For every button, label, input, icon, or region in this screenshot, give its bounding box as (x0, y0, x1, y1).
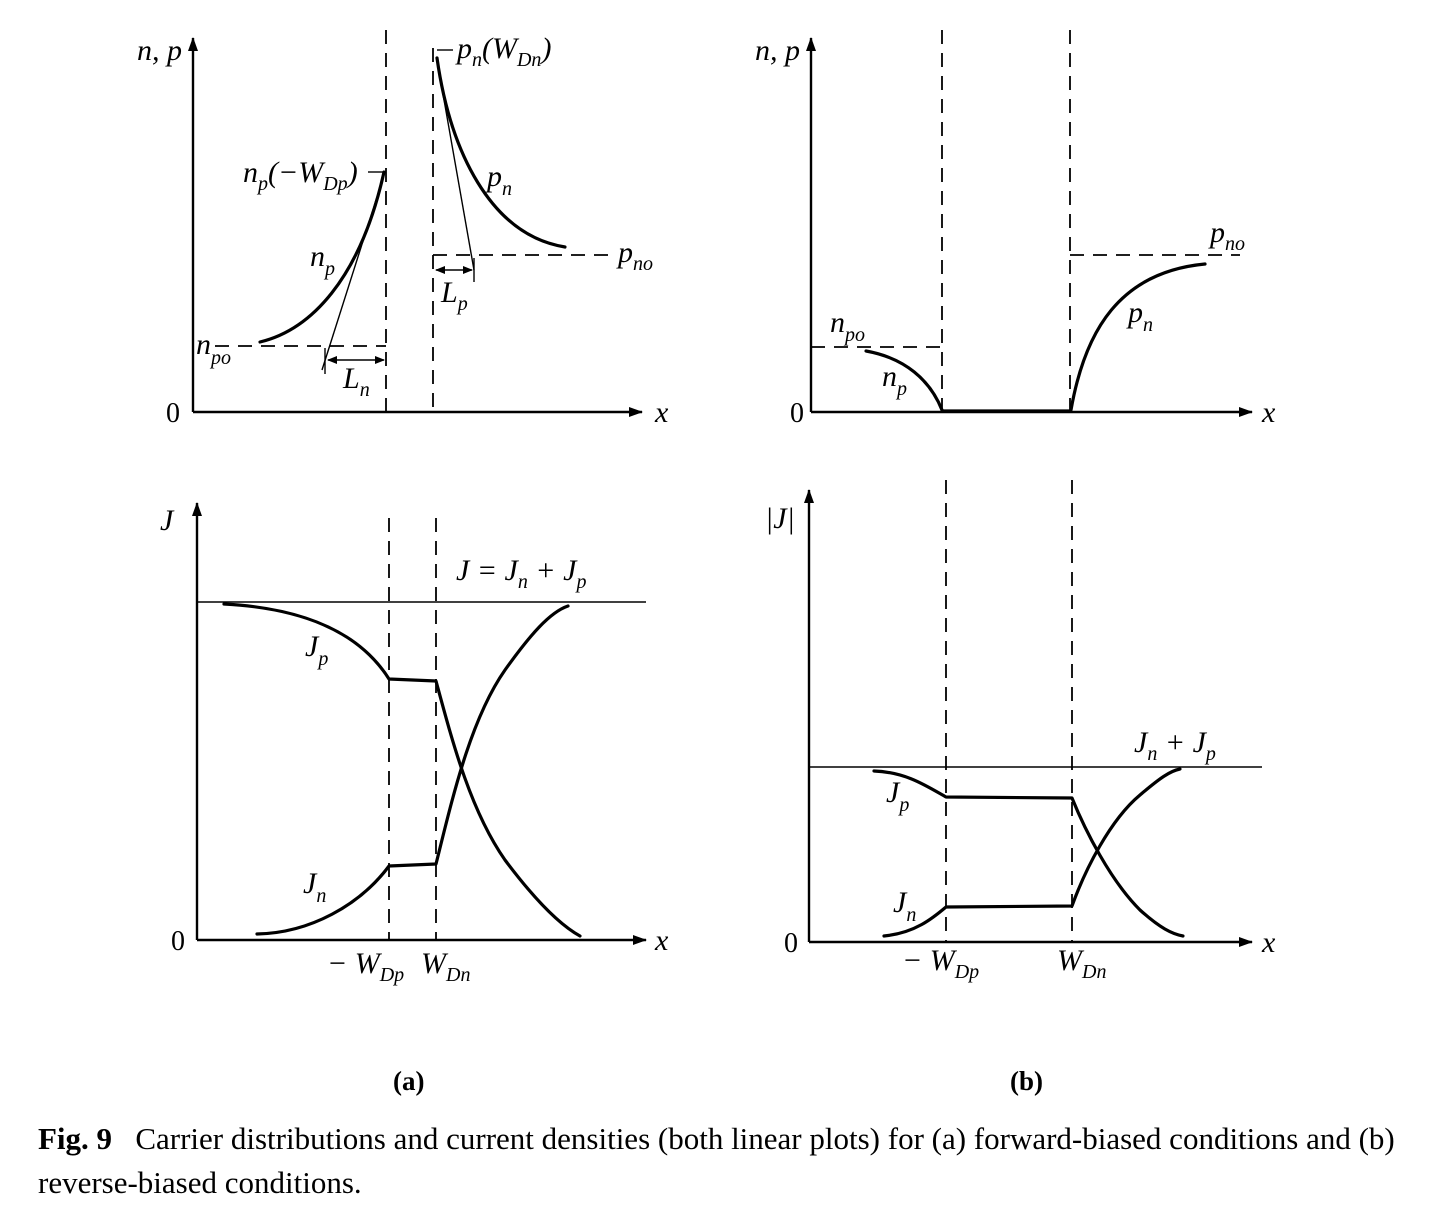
jn-curve (882, 767, 1182, 938)
origin-label: 0 (790, 398, 804, 429)
pn-tangent-line (436, 59, 475, 271)
jp-label: Jp (886, 776, 909, 816)
y-axis-label: |J| (765, 502, 795, 535)
panel-b-label: (b) (1010, 1066, 1043, 1096)
total-current-label: Jn + Jp (1134, 726, 1216, 765)
np-edge-label: np(−WDp) (243, 156, 358, 195)
y-axis-label: n, p (137, 34, 182, 67)
x-axis-label: x (654, 396, 669, 429)
np-curve (258, 170, 386, 344)
jp-curve (222, 602, 582, 938)
pno-label: pno (1208, 216, 1245, 255)
wdn-tick-label: WDn (421, 947, 470, 986)
pn-edge-label: pn(WDn) (455, 32, 551, 71)
pn-curve (1069, 262, 1207, 412)
x-axis-label: x (1261, 926, 1276, 959)
wdp-tick-label: − WDp (327, 947, 404, 986)
caption-text: Carrier distributions and current densit… (38, 1121, 1395, 1200)
x-axis-label: x (1261, 396, 1276, 429)
np-curve (864, 349, 944, 412)
panel-a-label: (a) (393, 1066, 424, 1096)
panel-b-top: n, p x 0 npo pno np pn (755, 30, 1276, 429)
lp-label: Lp (440, 276, 468, 315)
jp-curve (872, 769, 1185, 938)
wdn-tick-label: WDn (1057, 944, 1106, 983)
jp-label: Jp (305, 630, 328, 670)
jn-curve (255, 604, 570, 936)
panel-b-bottom: |J| x 0 Jn + Jp Jp Jn − WDp WDn (765, 480, 1276, 983)
np-tangent-line (321, 174, 385, 371)
figure-diagram: n, p x 0 np(−WDp) pn(WDn) np pn npo pno … (137, 30, 1276, 1096)
total-current-label: J = Jn + Jp (456, 554, 586, 593)
pno-label: pno (616, 236, 653, 275)
pn-curve (435, 56, 567, 249)
origin-label: 0 (171, 926, 185, 957)
x-axis-label: x (654, 924, 669, 957)
panel-a-top: n, p x 0 np(−WDp) pn(WDn) np pn npo pno … (137, 30, 669, 429)
y-axis-label: J (160, 504, 175, 537)
y-axis-label: n, p (755, 34, 800, 67)
wdp-tick-label: − WDp (902, 944, 979, 983)
pn-label: pn (1126, 296, 1153, 336)
pn-label: pn (485, 160, 512, 200)
np-label: np (882, 360, 907, 400)
origin-label: 0 (166, 398, 180, 429)
npo-label: npo (830, 306, 865, 346)
figure-caption: Fig. 9 Carrier distributions and current… (38, 1117, 1418, 1205)
np-label: np (310, 240, 335, 280)
ln-label: Ln (342, 362, 370, 401)
origin-label: 0 (784, 928, 798, 959)
jn-label: Jn (893, 886, 916, 926)
npo-label: npo (196, 328, 231, 369)
panel-a-bottom: J x 0 J = Jn + Jp Jp Jn − WDp WDn (160, 502, 669, 986)
figure-number: Fig. 9 (38, 1121, 113, 1156)
jn-label: Jn (303, 867, 326, 907)
